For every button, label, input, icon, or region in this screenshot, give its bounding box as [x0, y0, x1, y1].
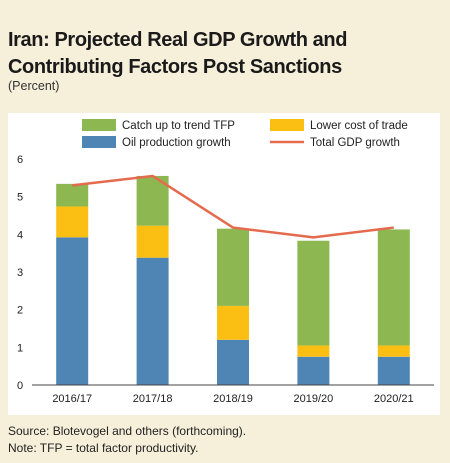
legend-swatch — [82, 119, 116, 131]
bar-segment-oil-production-growth — [136, 257, 169, 385]
bar-segment-lower-cost-of-trade — [136, 225, 169, 258]
x-tick-label: 2019/20 — [294, 393, 334, 405]
bar-segment-lower-cost-of-trade — [56, 206, 89, 238]
bar-segment-catch-up-to-trend-tfp — [56, 183, 89, 207]
chart-panel: 0 1 2 3 4 5 6 2016/17 2017/18 2018/19 2019/20 2020/… — [8, 113, 440, 415]
total-gdp-growth-line — [72, 174, 394, 239]
bar-segment-lower-cost-of-trade — [217, 305, 249, 340]
y-tick-label: 3 — [17, 267, 23, 279]
legend-label: Catch up to trend TFP — [122, 120, 235, 132]
x-tick-label: 2016/17 — [52, 393, 92, 405]
bar-segment-catch-up-to-trend-tfp — [297, 240, 330, 346]
bar-segment-oil-production-growth — [297, 356, 330, 385]
source-note: Source: Blotevogel and others (forthcomi… — [8, 424, 247, 438]
chart-title: Iran: Projected Real GDP Growth and Cont… — [8, 29, 348, 78]
x-tick-label: 2017/18 — [133, 393, 173, 405]
y-tick-label: 0 — [17, 380, 23, 392]
legend-swatch — [82, 136, 116, 148]
bar-segment-lower-cost-of-trade — [377, 345, 410, 357]
y-tick-label: 5 — [17, 192, 23, 204]
bar-segment-oil-production-growth — [56, 237, 89, 385]
bar-segment-oil-production-growth — [217, 339, 249, 385]
abbreviation-note: Note: TFP = total factor productivity. — [8, 441, 199, 455]
y-tick-label: 4 — [17, 229, 23, 241]
bar-segment-lower-cost-of-trade — [297, 345, 330, 357]
legend-label: Total GDP growth — [310, 137, 400, 149]
legend-label: Lower cost of trade — [310, 120, 408, 132]
bar-segment-catch-up-to-trend-tfp — [377, 229, 410, 346]
bar-segment-oil-production-growth — [377, 356, 410, 385]
legend-swatch — [270, 119, 304, 131]
chart-subtitle: (Percent) — [8, 79, 60, 93]
legend-label: Oil production growth — [122, 137, 231, 149]
y-tick-label: 1 — [17, 342, 23, 354]
chart-svg: 0 1 2 3 4 5 6 2016/17 2017/18 2018/19 2019/20 2020/… — [17, 119, 434, 405]
x-tick-label: 2018/19 — [213, 393, 253, 405]
y-tick-label: 2 — [17, 305, 23, 317]
bar-segment-catch-up-to-trend-tfp — [217, 228, 249, 306]
y-tick-label: 6 — [17, 154, 23, 166]
x-tick-label: 2020/21 — [374, 393, 414, 405]
